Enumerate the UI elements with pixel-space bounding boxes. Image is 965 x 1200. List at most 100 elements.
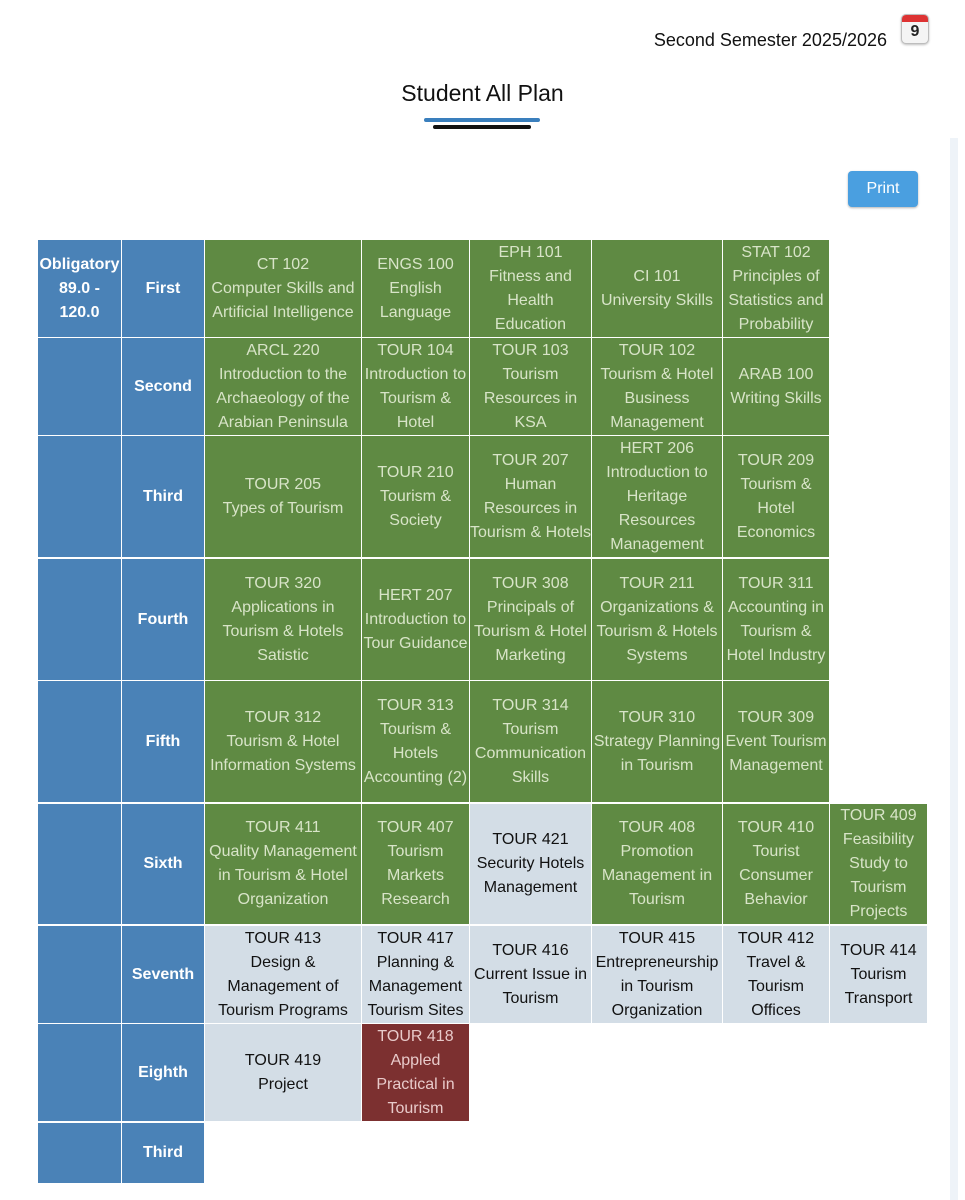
obligatory-empty bbox=[38, 1024, 121, 1121]
course-code: TOUR 416 bbox=[492, 941, 569, 959]
course-name: Current Issue in Tourism bbox=[474, 965, 587, 1007]
level-name: Second bbox=[134, 377, 192, 395]
semester-label: Second Semester 2025/2026 bbox=[653, 30, 887, 50]
course-name: Introduction to Heritage Resources Manag… bbox=[606, 463, 708, 553]
course-code: TOUR 408 bbox=[618, 819, 696, 836]
course-cell[interactable]: TOUR 312 Tourism & Hotel Information Syst… bbox=[205, 681, 361, 802]
course-name: Tourist Consumer Behavior bbox=[739, 843, 813, 908]
course-code: ENGS 100 bbox=[377, 255, 454, 273]
level-name: Fourth bbox=[137, 610, 189, 628]
course-code: TOUR 308 bbox=[492, 574, 569, 592]
course-cell[interactable]: HERT 207 Introduction to Tour Guidance bbox=[362, 559, 469, 680]
course-cell[interactable]: TOUR 310 Strategy Planning in Tourism bbox=[592, 681, 722, 802]
course-cell[interactable]: CI 101 University Skills bbox=[592, 240, 722, 337]
course-cell[interactable]: TOUR 320 Applications in Tourism & Hotels… bbox=[205, 559, 361, 680]
course-name: Entrepreneurship in Tourism Organization bbox=[595, 953, 719, 1019]
obligatory-empty bbox=[38, 1123, 121, 1183]
page-title: Student All Plan bbox=[401, 80, 564, 106]
course-name: Planning & Management Tourism Sites bbox=[367, 953, 464, 1019]
course-name: Tourism Communication Skills bbox=[474, 720, 587, 786]
level-name: Fifth bbox=[145, 732, 181, 750]
course-cell[interactable]: TOUR 309 Event Tourism Management bbox=[723, 681, 829, 802]
print-button[interactable]: Print bbox=[848, 171, 918, 207]
course-name: Organizations & Tourism & Hotels Systems bbox=[596, 598, 718, 664]
calendar-icon[interactable]: 9 bbox=[901, 14, 929, 44]
course-name: English Language bbox=[379, 279, 452, 321]
course-code: TOUR 412 bbox=[737, 929, 815, 947]
course-name: Tourism & Hotel Information Systems bbox=[210, 732, 356, 774]
level-label: Fourth bbox=[122, 559, 204, 680]
course-cell[interactable]: TOUR 414 Tourism Transport bbox=[830, 926, 927, 1023]
course-cell[interactable]: TOUR 410 Tourist Consumer Behavior bbox=[723, 804, 829, 924]
course-cell[interactable]: TOUR 418 Appled Practical in Tourism bbox=[362, 1024, 469, 1121]
course-cell[interactable]: TOUR 211 Organizations & Tourism & Hotels… bbox=[592, 559, 722, 680]
course-code: TOUR 104 bbox=[377, 341, 454, 359]
course-name: Tourism Resources in KSA bbox=[483, 365, 578, 431]
course-name: Types of Tourism bbox=[222, 499, 344, 517]
course-code: TOUR 411 bbox=[245, 819, 321, 836]
course-name: Feasibility Study to Tourism Projects bbox=[842, 831, 915, 920]
course-cell[interactable]: STAT 102 Principles of Statistics and Pro… bbox=[723, 240, 829, 337]
course-code: TOUR 407 bbox=[377, 819, 454, 836]
course-name: Principals of Tourism & Hotel Marketing bbox=[474, 598, 587, 664]
course-cell[interactable]: ARCL 220 Introduction to the Archaeology … bbox=[205, 338, 361, 435]
course-code: TOUR 419 bbox=[244, 1051, 322, 1069]
course-code: TOUR 210 bbox=[377, 463, 454, 481]
course-code: TOUR 409 bbox=[840, 807, 917, 824]
level-name: Eighth bbox=[138, 1063, 188, 1081]
course-cell[interactable]: TOUR 412 Travel & Tourism Offices bbox=[723, 926, 829, 1023]
course-code: ARCL 220 bbox=[246, 341, 320, 359]
course-cell[interactable]: TOUR 308 Principals of Tourism & Hotel Ma… bbox=[470, 559, 591, 680]
course-code: TOUR 320 bbox=[244, 574, 322, 592]
course-cell[interactable]: TOUR 415 Entrepreneurship in Tourism Orga… bbox=[592, 926, 722, 1023]
course-cell[interactable]: ENGS 100 English Language bbox=[362, 240, 469, 337]
course-cell[interactable]: TOUR 311 Accounting in Tourism & Hotel In… bbox=[723, 559, 829, 680]
level-label: Eighth bbox=[122, 1024, 204, 1121]
course-name: Tourism & Hotel Economics bbox=[736, 475, 816, 541]
course-cell[interactable]: TOUR 314 Tourism Communication Skills bbox=[470, 681, 591, 802]
course-name: Introduction to Tour Guidance bbox=[363, 610, 468, 652]
course-cell[interactable]: TOUR 103 Tourism Resources in KSA bbox=[470, 338, 591, 435]
scrollbar-track[interactable] bbox=[950, 138, 958, 1200]
course-code: EPH 101 bbox=[498, 243, 563, 261]
course-code: TOUR 414 bbox=[840, 941, 917, 959]
course-cell[interactable]: TOUR 408 Promotion Management in Tourism bbox=[592, 804, 722, 924]
course-code: TOUR 102 bbox=[618, 341, 696, 359]
course-cell[interactable]: CT 102 Computer Skills and Artificial Int… bbox=[205, 240, 361, 337]
course-code: TOUR 310 bbox=[618, 708, 696, 726]
course-cell[interactable]: TOUR 209 Tourism & Hotel Economics bbox=[723, 436, 829, 557]
course-cell[interactable]: TOUR 207 Human Resources in Tourism & Hot… bbox=[470, 436, 591, 557]
course-code: TOUR 413 bbox=[244, 929, 322, 947]
course-code: TOUR 417 bbox=[377, 929, 454, 947]
course-cell[interactable]: TOUR 413 Design & Management of Tourism P… bbox=[205, 926, 361, 1023]
course-cell[interactable]: TOUR 411 Quality Management in Tourism & … bbox=[205, 804, 361, 924]
course-name: Tourism & Hotel Business Management bbox=[600, 365, 714, 431]
course-code: TOUR 103 bbox=[492, 341, 569, 359]
course-cell[interactable]: TOUR 416 Current Issue in Tourism bbox=[470, 926, 591, 1023]
course-name: Travel & Tourism Offices bbox=[746, 953, 806, 1019]
course-cell[interactable]: TOUR 417 Planning & Management Tourism Si… bbox=[362, 926, 469, 1023]
course-cell[interactable]: HERT 206 Introduction to Heritage Resourc… bbox=[592, 436, 722, 557]
calendar-day: 9 bbox=[910, 23, 920, 40]
level-name: Seventh bbox=[131, 965, 195, 983]
course-cell[interactable]: TOUR 419 Project bbox=[205, 1024, 361, 1121]
title-underline-blue bbox=[424, 118, 540, 122]
level-name: First bbox=[145, 279, 181, 297]
course-cell[interactable]: TOUR 421 Security Hotels Management bbox=[470, 804, 591, 924]
course-cell[interactable]: TOUR 409 Feasibility Study to Tourism Pro… bbox=[830, 804, 927, 924]
course-cell[interactable]: ARAB 100 Writing Skills bbox=[723, 338, 829, 435]
course-cell[interactable]: TOUR 313 Tourism & Hotels Accounting (2) bbox=[362, 681, 469, 802]
course-code: TOUR 205 bbox=[244, 475, 322, 493]
obligatory-empty bbox=[38, 804, 121, 924]
course-cell[interactable]: TOUR 205 Types of Tourism bbox=[205, 436, 361, 557]
course-cell[interactable]: TOUR 104 Introduction to Tourism & Hotel bbox=[362, 338, 469, 435]
course-cell[interactable]: EPH 101 Fitness and Health Education bbox=[470, 240, 591, 337]
course-cell[interactable]: TOUR 102 Tourism & Hotel Business Managem… bbox=[592, 338, 722, 435]
course-name: Introduction to the Archaeology of the A… bbox=[216, 365, 350, 431]
course-name: Computer Skills and Artificial Intellige… bbox=[211, 279, 355, 321]
course-cell[interactable]: TOUR 210 Tourism & Society bbox=[362, 436, 469, 557]
obligatory-label: Obligatory 89.0 - 120.0 bbox=[38, 240, 121, 337]
level-label: Seventh bbox=[122, 926, 204, 1023]
obligatory-empty bbox=[38, 559, 121, 680]
course-cell[interactable]: TOUR 407 Tourism Markets Research bbox=[362, 804, 469, 924]
